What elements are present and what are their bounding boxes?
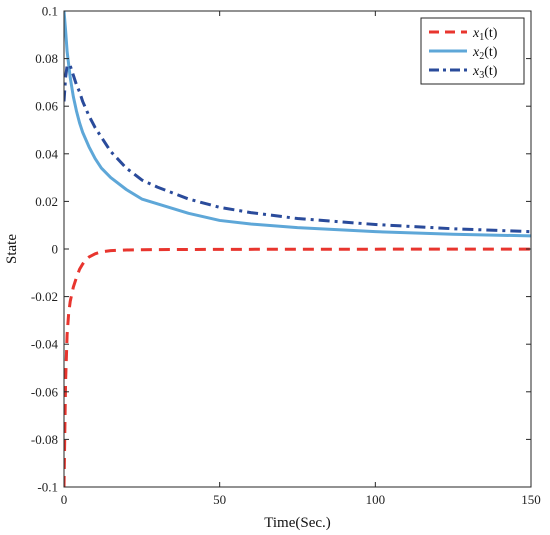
y-tick-label: -0.02 — [31, 289, 58, 304]
legend: x1(t) x2(t) x3(t) — [420, 17, 525, 85]
x-tick-label: 150 — [521, 492, 541, 507]
legend-label-2: x2(t) — [472, 45, 498, 62]
y-tick-label: 0.1 — [42, 4, 58, 19]
y-tick-label: -0.06 — [31, 384, 59, 399]
x-tick-label: 0 — [61, 492, 68, 507]
legend-label-3: x3(t) — [472, 64, 498, 81]
y-tick-label: -0.04 — [31, 337, 59, 352]
y-axis-title: State — [4, 234, 20, 264]
x-axis-title: Time(Sec.) — [264, 515, 331, 531]
y-tick-label: -0.08 — [31, 432, 58, 447]
y-tick-label: 0.04 — [35, 146, 58, 161]
y-tick-label: 0.06 — [35, 99, 58, 114]
y-tick-label: 0.02 — [35, 194, 58, 209]
legend-label-1: x1(t) — [472, 26, 498, 43]
series-layer — [64, 11, 531, 487]
tick-labels: 0 50 100 150 -0.1 -0.08 -0.06 -0.04 -0.02 0 0.02 0.… — [31, 4, 541, 508]
series-line-2 — [64, 11, 531, 238]
x-tick-label: 100 — [366, 492, 386, 507]
series-line-3 — [64, 63, 531, 234]
ticks-layer — [63, 10, 532, 488]
y-tick-label: -0.1 — [37, 480, 58, 495]
x-tick-label: 50 — [213, 492, 226, 507]
series-line-1 — [64, 247, 531, 487]
y-tick-label: 0.08 — [35, 51, 58, 66]
y-tick-label: 0 — [52, 242, 59, 257]
